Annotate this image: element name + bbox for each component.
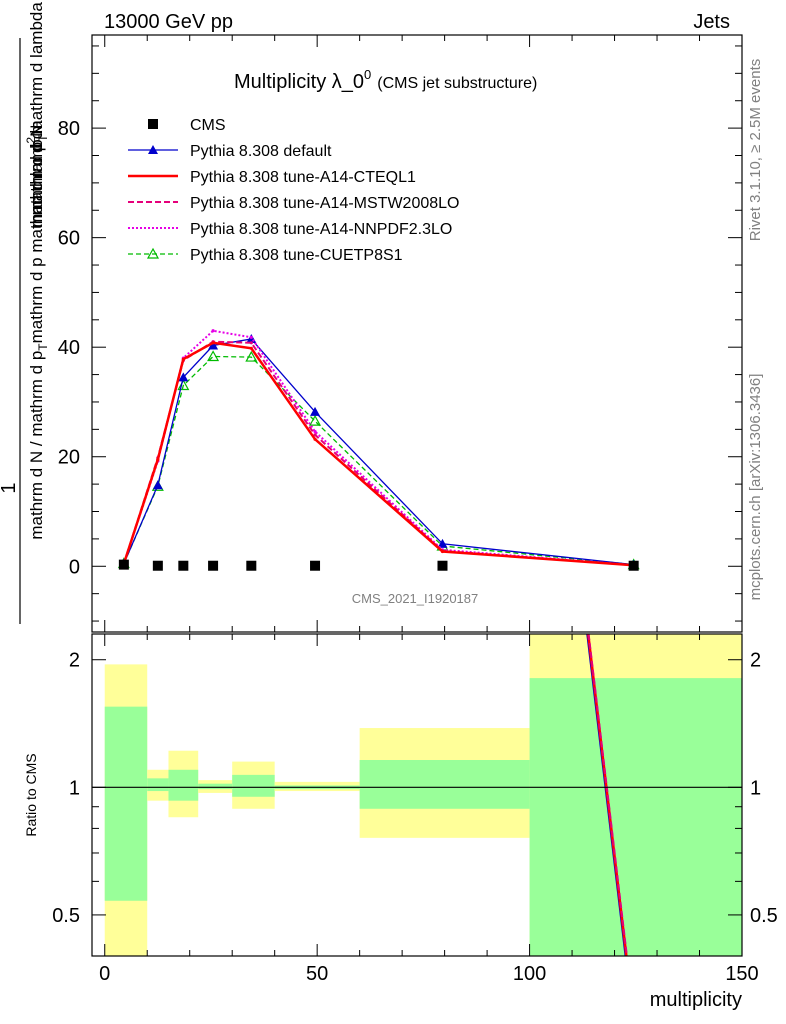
ratio-ylabel: Ratio to CMS (23, 753, 39, 836)
legend-marker-cms (148, 119, 158, 129)
ratio-ytick-label-right-1: 1 (750, 777, 761, 799)
point-cuetp8s1-3 (207, 350, 220, 362)
ratio-plot-frame (91, 633, 743, 957)
main-ytick-label-40: 40 (58, 337, 80, 359)
ratio-ytick-label-left-2: 2 (69, 650, 80, 672)
ratio-series-lines (586, 633, 628, 957)
legend: CMS Pythia 8.308 default Pythia 8.308 tune… (128, 117, 459, 264)
plot-title: Multiplicity λ_00 (CMS jet substructure) (234, 67, 537, 93)
main-ytick-label-60: 60 (58, 228, 80, 250)
ratio-line-mstw (587, 633, 628, 957)
ratio-band-inner-3 (198, 783, 233, 790)
title-sub: (CMS jet substructure) (377, 75, 537, 92)
ratio-band-inner-1 (147, 778, 169, 792)
axis-ticks (92, 35, 743, 957)
point-cms-6 (437, 560, 448, 571)
point-cteql1-6 (440, 549, 445, 554)
header-right: Jets (693, 11, 730, 33)
ylabel-denom2: mathrm d pTmathrm d lambda (27, 2, 50, 228)
point-cteql1-4 (249, 346, 253, 350)
legend-label-cms: CMS (190, 117, 226, 134)
series-line-cteql1 (122, 341, 634, 567)
ratio-ytick-label-left-0.5: 0.5 (52, 905, 80, 927)
main-ytick-label-0: 0 (69, 556, 80, 578)
xtick-label-150: 150 (725, 963, 758, 985)
point-cms-1 (152, 560, 163, 571)
point-nnpdf-4 (249, 335, 253, 339)
legend-marker-default (148, 145, 158, 154)
point-cteql1-1 (156, 457, 160, 462)
series-line-mstw (122, 340, 634, 567)
legend-label-cuetp8s1: Pythia 8.308 tune-CUETP8S1 (190, 247, 403, 264)
ratio-band-inner-7 (529, 678, 742, 956)
ratio-ytick-label-right-2: 2 (750, 650, 761, 672)
legend-label-default: Pythia 8.308 default (190, 143, 332, 160)
ratio-ytick-label-left-1: 1 (69, 777, 80, 799)
main-ylabel: 1 mathrm d N / mathrm d pTmathrm d p mat… (0, 2, 50, 624)
point-nnpdf-5 (313, 429, 317, 434)
point-cuetp8s1-4 (245, 350, 258, 362)
ratio-band-inner-6 (359, 760, 530, 809)
point-default-6 (437, 538, 448, 548)
point-cteql1-2 (181, 357, 185, 361)
x-axis-label: multiplicity (650, 989, 742, 1011)
point-mstw-4 (249, 341, 253, 345)
ratio-band-inner-4 (232, 774, 275, 797)
axis-tick-labels: 0 50 100 150 0 20 40 60 80 0.5 0.5 1 1 2 2 (52, 118, 778, 985)
ratio-band-inner-0 (104, 706, 148, 901)
ratio-error-bands (104, 634, 742, 956)
rivet-label: Rivet 3.1.10, ≥ 2.5M events (747, 59, 764, 242)
series-line-default (123, 338, 634, 566)
ylabel-one: 1 (0, 482, 20, 493)
series-line-nnpdf (122, 329, 634, 567)
analysis-watermark: CMS_2021_I1920187 (352, 591, 479, 606)
point-cteql1-5 (313, 437, 317, 441)
legend-label-mstw: Pythia 8.308 tune-A14-MSTW2008LO (190, 195, 459, 212)
point-cms-7 (628, 560, 639, 571)
main-series-lines (117, 329, 640, 571)
point-cms-2 (178, 560, 189, 571)
point-cms-5 (310, 560, 321, 571)
point-cuetp8s1-5 (309, 414, 322, 426)
point-nnpdf-3 (211, 329, 215, 333)
ylabel-denom: mathrm d N / mathrm d pTmathrm d p mathr… (27, 120, 50, 540)
point-cms-3 (208, 560, 219, 571)
point-default-3 (208, 340, 219, 350)
series-line-cuetp8s1 (123, 355, 634, 566)
xtick-label-0: 0 (99, 963, 110, 985)
point-cms-0 (118, 559, 129, 570)
xtick-label-100: 100 (513, 963, 546, 985)
main-ytick-label-20: 20 (58, 447, 80, 469)
mcplots-label: mcplots.cern.ch [arXiv:1306.3436] (747, 374, 764, 601)
legend-label-cteql1: Pythia 8.308 tune-A14-CTEQL1 (190, 169, 416, 186)
ylabel-numer: mathrm d2N (24, 125, 46, 216)
point-default-2 (178, 372, 189, 382)
header-left: 13000 GeV pp (104, 11, 233, 33)
ratio-ytick-label-right-0.5: 0.5 (750, 905, 778, 927)
point-default-1 (152, 480, 163, 490)
ratio-band-inner-2 (168, 769, 199, 801)
main-plot-frame (91, 34, 743, 633)
main-ytick-label-80: 80 (58, 118, 80, 140)
legend-marker-cuetp8s1 (146, 247, 160, 259)
xtick-label-50: 50 (306, 963, 328, 985)
point-cms-4 (246, 560, 257, 571)
point-cteql1-3 (211, 341, 215, 345)
title-main: Multiplicity λ_0 (234, 71, 364, 93)
legend-label-nnpdf: Pythia 8.308 tune-A14-NNPDF2.3LO (190, 221, 452, 238)
point-default-5 (310, 406, 321, 416)
point-mstw-5 (313, 433, 317, 437)
title-sup: 0 (364, 67, 371, 82)
